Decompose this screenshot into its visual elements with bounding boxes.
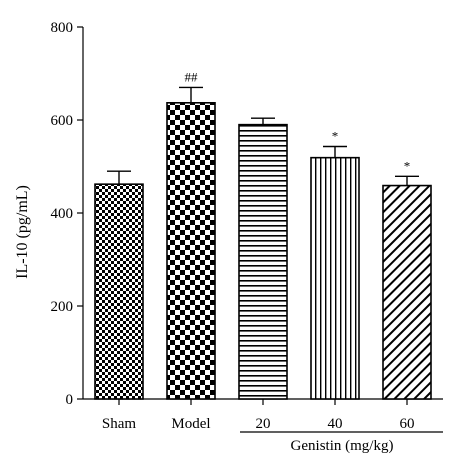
y-axis: 0 200 400 600 800 bbox=[51, 20, 84, 408]
x-tick-label: 60 bbox=[400, 416, 415, 432]
genistin-group-bracket: Genistin (mg/kg) bbox=[240, 431, 443, 454]
bar-20 bbox=[238, 123, 288, 400]
y-tick-label: 800 bbox=[51, 20, 74, 36]
error-bars-layer bbox=[107, 86, 419, 186]
x-tick-label: 40 bbox=[328, 416, 343, 432]
significance-marker: * bbox=[404, 158, 411, 173]
significance-marker: * bbox=[332, 129, 339, 144]
bar-60 bbox=[382, 184, 432, 400]
bar-40 bbox=[310, 156, 360, 400]
x-tick-label: Sham bbox=[102, 416, 137, 432]
x-axis: Sham Model 20 40 60 bbox=[83, 398, 443, 432]
bar-sham bbox=[94, 183, 144, 400]
bars-layer bbox=[94, 101, 432, 400]
y-axis-title: IL-10 (pg/mL) bbox=[14, 185, 31, 279]
y-tick-label: 200 bbox=[51, 299, 74, 315]
y-tick-label: 600 bbox=[51, 113, 74, 129]
significance-layer: ## * * bbox=[185, 69, 411, 173]
group-label: Genistin (mg/kg) bbox=[291, 438, 394, 454]
y-tick-label: 0 bbox=[66, 392, 74, 408]
bar-model bbox=[166, 101, 216, 400]
significance-marker: ## bbox=[185, 69, 199, 84]
y-tick-label: 400 bbox=[51, 206, 74, 222]
x-tick-label: Model bbox=[171, 416, 210, 432]
x-tick-label: 20 bbox=[256, 416, 271, 432]
